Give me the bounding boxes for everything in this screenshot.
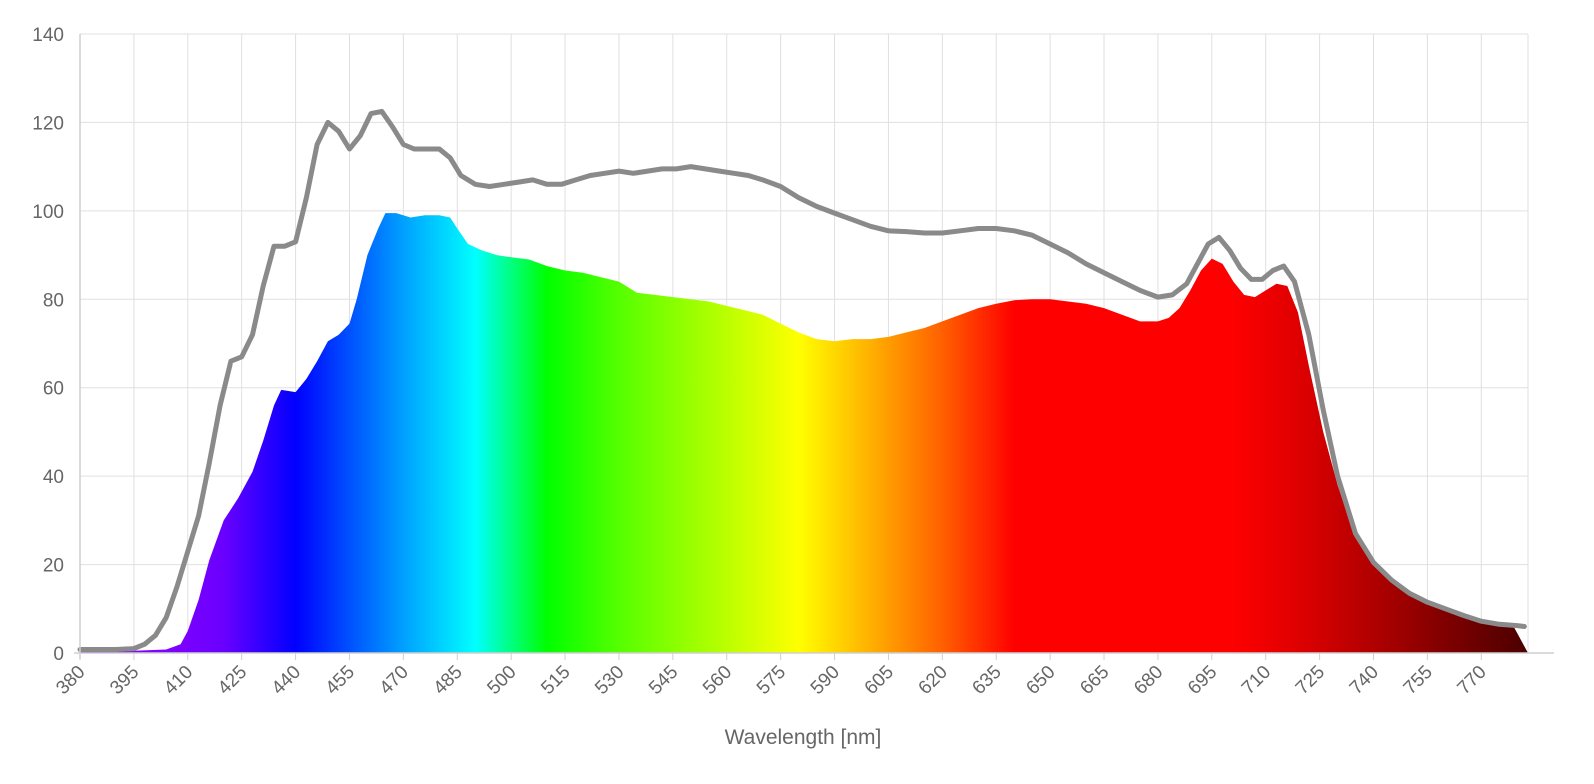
- x-tick-label: 680: [1130, 662, 1167, 699]
- y-tick-label: 140: [32, 25, 64, 46]
- y-tick-label: 0: [53, 644, 64, 665]
- x-tick-labels: 380 395 410 425 440 455 470 485 500 515 530 545 560 5…: [52, 653, 1491, 699]
- x-tick-label: 380: [52, 662, 89, 699]
- x-tick-label: 455: [322, 662, 359, 699]
- x-tick-label: 470: [376, 662, 413, 699]
- x-tick-label: 590: [807, 662, 844, 699]
- x-tick-label: 725: [1292, 662, 1329, 699]
- x-tick-label: 425: [214, 662, 251, 699]
- total-curve-line: [77, 108, 1527, 652]
- y-tick-label: 120: [32, 113, 64, 134]
- x-tick-label: 665: [1076, 662, 1113, 699]
- x-tick-label: 770: [1454, 662, 1491, 699]
- x-tick-label: 485: [430, 662, 467, 699]
- x-tick-label: 440: [268, 662, 305, 699]
- x-tick-label: 635: [968, 662, 1005, 699]
- x-tick-label: 650: [1022, 662, 1059, 699]
- x-tick-label: 605: [861, 662, 898, 699]
- x-tick-label: 695: [1184, 662, 1221, 699]
- x-tick-label: 545: [645, 662, 682, 699]
- x-axis-title: Wavelength [nm]: [725, 726, 882, 749]
- x-tick-label: 575: [753, 662, 790, 699]
- y-tick-label: 100: [32, 202, 64, 223]
- spectrum-area-layer: [80, 213, 1528, 653]
- x-tick-label: 620: [915, 662, 952, 699]
- total-line-layer: [77, 108, 1527, 652]
- y-tick-label: 80: [43, 290, 64, 311]
- spectrum-area: [80, 213, 1528, 653]
- y-tick-label: 40: [43, 467, 64, 488]
- x-tick-label: 560: [699, 662, 736, 699]
- x-tick-label: 515: [537, 662, 574, 699]
- y-tick-labels: 0 20 40 60 80 100 120 140: [32, 25, 64, 665]
- x-tick-label: 755: [1400, 662, 1437, 699]
- axes: [74, 34, 1554, 659]
- x-tick-label: 410: [160, 662, 197, 699]
- y-tick-label: 20: [43, 556, 64, 577]
- x-tick-label: 530: [591, 662, 628, 699]
- x-tick-label: 500: [483, 662, 520, 699]
- x-tick-label: 740: [1346, 662, 1383, 699]
- x-tick-label: 710: [1238, 662, 1275, 699]
- x-tick-label: 395: [106, 662, 143, 699]
- y-tick-label: 60: [43, 379, 64, 400]
